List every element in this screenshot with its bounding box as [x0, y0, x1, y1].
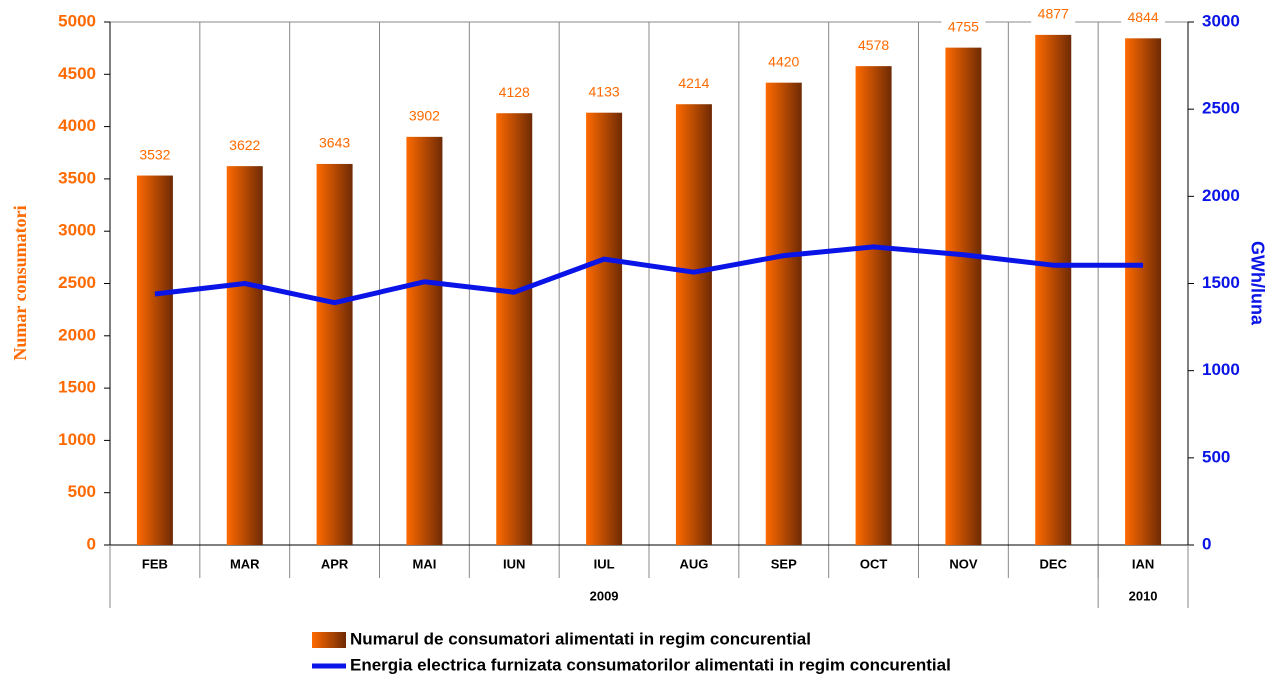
y2-tick-label: 2500 [1202, 99, 1240, 118]
bar [586, 112, 623, 545]
y-tick-label: 4000 [58, 116, 96, 135]
data-label: 4420 [768, 53, 799, 69]
data-label: 4844 [1128, 9, 1159, 25]
y-tick-label: 1500 [58, 378, 96, 397]
y-tick-label: 4500 [58, 64, 96, 83]
bar [226, 166, 263, 545]
legend-label: Numarul de consumatori alimentati in reg… [350, 629, 811, 648]
data-label: 3902 [409, 108, 440, 124]
x-tick-label: NOV [949, 556, 978, 571]
data-label: 3622 [229, 137, 260, 153]
x-tick-label: DEC [1040, 556, 1068, 571]
x-tick-label: APR [321, 556, 349, 571]
x-tick-label: MAR [230, 556, 260, 571]
y-tick-label: 3000 [58, 221, 96, 240]
x-tick-label: MAI [412, 556, 436, 571]
data-label: 4214 [678, 75, 709, 91]
bar [316, 163, 353, 545]
line-series [154, 244, 1144, 306]
bar [496, 113, 533, 546]
y2-tick-label: 3000 [1202, 11, 1240, 30]
x-tick-label: FEB [142, 556, 168, 571]
x-tick-label: OCT [860, 556, 888, 571]
data-label-bg [132, 145, 177, 164]
data-label-bg [1031, 4, 1076, 23]
y2-tick-label: 500 [1202, 447, 1230, 466]
x-tick-label: IUN [503, 556, 525, 571]
bar [675, 104, 712, 545]
data-label: 4133 [589, 83, 620, 99]
data-label-bg [492, 83, 537, 102]
bar [406, 136, 443, 545]
data-label-bg [582, 82, 627, 101]
y2-axis-title: GWh/luna [1247, 241, 1267, 326]
legend-label: Energia electrica furnizata consumatoril… [350, 655, 951, 674]
bar [1035, 34, 1072, 546]
x-group-label: 2010 [1129, 588, 1158, 603]
y2-tick-label: 0 [1202, 534, 1211, 553]
y-tick-label: 1000 [58, 430, 96, 449]
bar [136, 175, 173, 545]
bar [765, 82, 802, 545]
legend-swatch [312, 632, 346, 648]
data-label-bg [402, 106, 447, 125]
y2-tick-label: 1500 [1202, 273, 1240, 292]
data-label-bg [761, 52, 806, 71]
bar [855, 66, 892, 545]
data-label: 4877 [1038, 6, 1069, 22]
data-label-bg [851, 36, 896, 55]
y-tick-label: 5000 [58, 11, 96, 30]
y-tick-label: 3500 [58, 168, 96, 187]
x-group-label: 2009 [590, 588, 619, 603]
y-tick-label: 2500 [58, 273, 96, 292]
data-label-bg [312, 133, 357, 152]
x-tick-label: IUL [594, 556, 615, 571]
data-label: 4755 [948, 18, 979, 34]
y-tick-label: 0 [87, 534, 96, 553]
y-axis-title: Numar consumatori [10, 205, 30, 360]
data-label-bg [222, 136, 267, 155]
data-label: 3643 [319, 135, 350, 151]
bar [945, 47, 982, 545]
x-tick-label: SEP [771, 556, 797, 571]
data-label: 3532 [139, 146, 170, 162]
data-label: 4578 [858, 37, 889, 53]
y2-tick-label: 2000 [1202, 186, 1240, 205]
data-label: 4128 [499, 84, 530, 100]
y-tick-label: 500 [68, 482, 96, 501]
x-tick-label: IAN [1132, 556, 1154, 571]
bar [1125, 38, 1162, 546]
y2-tick-label: 1000 [1202, 360, 1240, 379]
x-tick-label: AUG [679, 556, 708, 571]
y-tick-label: 2000 [58, 325, 96, 344]
data-label-bg [1121, 8, 1166, 27]
data-label-bg [941, 17, 986, 36]
data-label-bg [671, 74, 716, 93]
